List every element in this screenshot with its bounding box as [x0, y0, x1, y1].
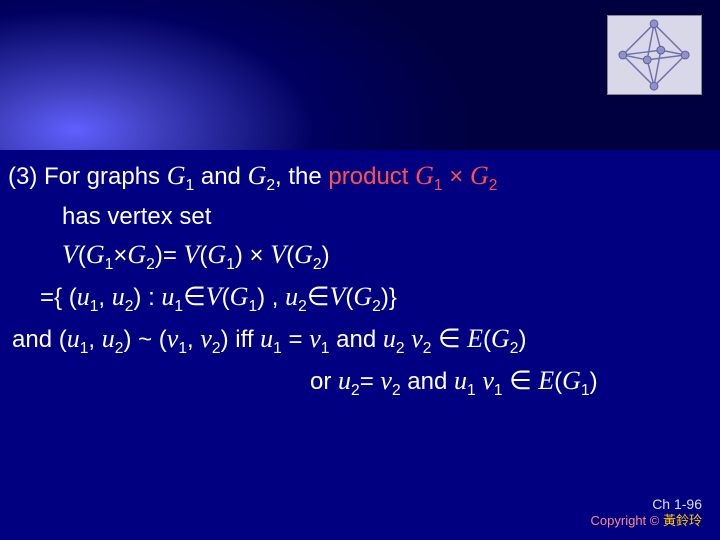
line-6: or u2= v2 and u1 v1 ∈ E(G1) [0, 361, 720, 403]
line-2: has vertex set [0, 198, 720, 235]
line-4: ={ (u1, u2) : u1∈V(G1) , u2∈V(G2)} [0, 277, 720, 319]
graph-thumbnail [607, 15, 702, 95]
line-3: V(G1×G2)= V(G1) × V(G2) [0, 235, 720, 277]
slide-footer: Ch 1-96 Copyright © 黃鈴玲 [591, 495, 702, 530]
copyright-line: Copyright © 黃鈴玲 [591, 513, 702, 530]
page-number: Ch 1-96 [591, 495, 702, 513]
author-name: 黃鈴玲 [663, 513, 702, 528]
line-5: and (u1, u2) ~ (v1, v2) iff u1 = v1 and … [0, 319, 720, 361]
slide-body: (3) For graphs G1 and G2, the product G1… [0, 156, 720, 403]
line-1: (3) For graphs G1 and G2, the product G1… [0, 156, 720, 198]
